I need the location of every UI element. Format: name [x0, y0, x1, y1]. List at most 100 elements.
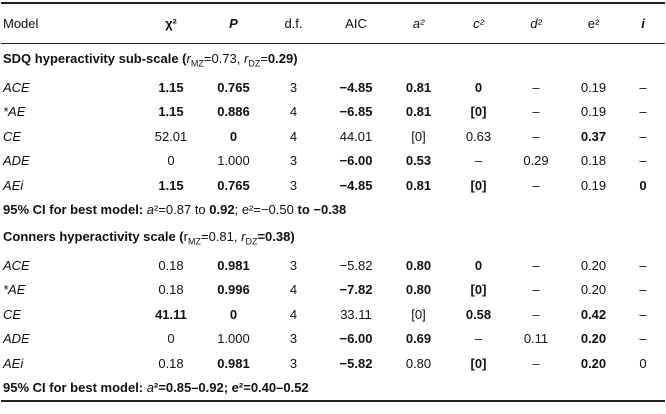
ci-text: 95% CI for best model: a²=0.87 to 0.92; …: [1, 198, 665, 223]
cell: –: [532, 282, 540, 298]
cell: 0.20: [580, 355, 607, 371]
cell: 0: [639, 355, 647, 371]
cell: 0: [167, 331, 175, 347]
cell: 1.15: [158, 177, 184, 193]
cell: −4.85: [339, 177, 373, 193]
model-row: ACE 1.15 0.765 3 −4.85 0.81 0 – 0.19 –: [1, 75, 665, 100]
cell: 0: [229, 306, 238, 322]
cell: 0.765: [217, 177, 250, 193]
cell: –: [532, 128, 540, 144]
cell: –: [474, 153, 483, 169]
model-name: ACE: [3, 79, 30, 95]
cell: –: [532, 177, 540, 193]
column-header: e²: [566, 3, 621, 44]
cell: 0.19: [580, 177, 607, 193]
cell: 0: [474, 257, 483, 273]
cell: 0.69: [405, 331, 432, 347]
model-row: *AE 0.18 0.996 4 −7.82 0.80 [0] – 0.20 –: [1, 278, 665, 303]
cell: 1.000: [217, 153, 250, 169]
column-header: a²: [386, 3, 451, 44]
model-row: AEi 0.18 0.981 3 −5.82 0.80 [0] – 0.20 0: [1, 351, 665, 376]
column-header: P: [206, 3, 261, 44]
cell: 0.37: [580, 128, 607, 144]
cell: –: [532, 306, 540, 322]
text-part: MZ: [187, 236, 201, 247]
cell: −6.00: [339, 331, 373, 347]
model-name: CE: [3, 306, 22, 322]
cell: –: [532, 79, 540, 95]
cell: 0.80: [405, 282, 432, 298]
text-part: DZ: [245, 236, 258, 247]
cell: [0]: [470, 177, 487, 193]
cell: 0.58: [465, 306, 492, 322]
column-header: i: [621, 3, 665, 44]
section-title-row: Conners hyperactivity scale (rMZ=0.81, r…: [1, 222, 665, 253]
section-title-row: SDQ hyperactivity sub-scale (rMZ=0.73, r…: [1, 44, 665, 76]
cell: 0.81: [405, 104, 432, 120]
ci-row: 95% CI for best model: a²=0.87 to 0.92; …: [1, 198, 665, 223]
cell: 0.29: [523, 153, 549, 169]
cell: –: [639, 331, 647, 347]
cell: 0.18: [580, 153, 607, 169]
model-name: CE: [3, 128, 22, 144]
model-name: *AE: [3, 282, 26, 298]
column-header: χ²: [136, 3, 206, 44]
cell: –: [639, 104, 647, 120]
text-part: 0.92: [209, 202, 235, 218]
cell: 0.63: [465, 128, 492, 144]
text-part: r: [241, 228, 246, 244]
text-part: ²=0.87 to: [153, 202, 210, 218]
model-row: ACE 0.18 0.981 3 −5.82 0.80 0 – 0.20 –: [1, 253, 665, 278]
cell: 0.18: [158, 355, 184, 371]
cell: −4.85: [339, 79, 373, 95]
cell: 0.20: [580, 331, 607, 347]
text-part: MZ: [190, 58, 204, 69]
cell: 3: [289, 177, 298, 193]
column-header: Model: [1, 3, 136, 44]
cell: 1.15: [158, 104, 184, 120]
section-title: SDQ hyperactivity sub-scale (rMZ=0.73, r…: [1, 44, 665, 76]
cell: 0.18: [158, 282, 184, 298]
column-header: d²: [506, 3, 566, 44]
column-header: d.f.: [261, 3, 326, 44]
text-part: a: [146, 202, 154, 218]
cell: –: [639, 257, 647, 273]
text-part: r: [183, 228, 188, 244]
text-part: SDQ hyperactivity sub-scale (: [3, 50, 187, 66]
text-part: Conners hyperactivity scale (: [3, 228, 184, 244]
text-part: r: [243, 50, 249, 66]
cell: 4: [289, 306, 298, 322]
cell: 52.01: [154, 128, 188, 144]
text-part: a: [146, 380, 154, 396]
text-part: ; e²=−0.50: [234, 202, 298, 218]
cell: [0]: [411, 128, 426, 144]
cell: 0.19: [580, 104, 607, 120]
cell: 0.53: [405, 153, 432, 169]
text-part: ): [293, 50, 298, 66]
cell: [0]: [470, 282, 487, 298]
cell: 3: [289, 153, 298, 169]
cell: –: [639, 282, 647, 298]
cell: 0.20: [580, 257, 607, 273]
cell: 0: [229, 128, 238, 144]
model-name: ACE: [3, 257, 30, 273]
model-name: AEi: [3, 355, 24, 371]
cell: 0: [474, 79, 483, 95]
model-row: CE 41.11 0 4 33.11 [0] 0.58 – 0.42 –: [1, 302, 665, 327]
cell: 0.80: [405, 355, 432, 371]
text-part: ²=0.85–0.92; e²=0.40–0.52: [153, 380, 309, 396]
ci-text: 95% CI for best model: a²=0.85–0.92; e²=…: [1, 376, 665, 402]
cell: 4: [289, 104, 298, 120]
text-part: 0.29: [267, 50, 294, 66]
cell: [0]: [470, 355, 487, 371]
model-name: AEi: [3, 177, 24, 193]
cell: 0.18: [158, 257, 184, 273]
text-part: =0.73,: [203, 50, 244, 66]
cell: –: [532, 355, 540, 371]
cell: 0.886: [217, 104, 250, 120]
cell: 3: [289, 355, 298, 371]
cell: 0.42: [580, 306, 607, 322]
cell: 0.81: [405, 79, 432, 95]
cell: 4: [289, 282, 298, 298]
